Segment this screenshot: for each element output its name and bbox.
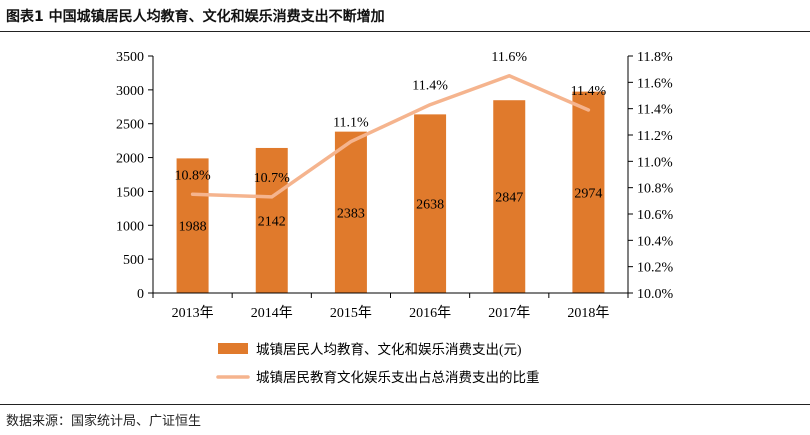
footer-divider bbox=[0, 404, 810, 405]
left-tick-label: 500 bbox=[123, 253, 144, 268]
legend-label-bar: 城镇居民人均教育、文化和娱乐消费支出(元) bbox=[256, 342, 522, 357]
right-tick-label: 11.2% bbox=[637, 129, 673, 144]
x-tick-label: 2014年 bbox=[251, 305, 293, 321]
data-source: 数据来源：国家统计局、广证恒生 bbox=[6, 414, 202, 429]
bar-value-label: 2974 bbox=[574, 186, 602, 201]
left-tick-label: 1500 bbox=[116, 185, 144, 200]
bar-value-label: 1988 bbox=[179, 220, 207, 235]
line-value-label: 11.6% bbox=[491, 50, 527, 65]
bar bbox=[414, 114, 447, 293]
line-value-label: 10.7% bbox=[254, 171, 291, 186]
right-tick-label: 10.8% bbox=[637, 182, 674, 197]
chart-title: 图表1 中国城镇居民人均教育、文化和娱乐消费支出不断增加 bbox=[6, 9, 385, 25]
x-axis: 2013年 2014年 2015年 2016年 2017年 2018年 bbox=[152, 292, 629, 321]
x-tick-label: 2015年 bbox=[330, 305, 372, 321]
bar-series: 1988 2142 2383 2638 2847 2974 bbox=[176, 91, 605, 294]
title-divider bbox=[0, 31, 810, 32]
left-tick-label: 2000 bbox=[116, 152, 144, 167]
right-tick-label: 11.4% bbox=[637, 103, 673, 118]
right-tick-label: 11.6% bbox=[637, 76, 673, 91]
right-tick-label: 10.2% bbox=[637, 261, 674, 276]
x-tick-label: 2017年 bbox=[488, 305, 530, 321]
left-tick-label: 3000 bbox=[116, 84, 144, 99]
line-value-label: 11.1% bbox=[333, 116, 369, 131]
right-y-axis: 10.0% 10.2% 10.4% 10.6% 10.8% 11.0% 11.2% 11.4%… bbox=[627, 50, 674, 302]
line-value-label: 11.4% bbox=[571, 84, 607, 99]
line-series: 10.8% 10.7% 11.1% 11.4% 11.6% 11.4% bbox=[174, 50, 607, 199]
line-path bbox=[190, 74, 591, 199]
legend: 城镇居民人均教育、文化和娱乐消费支出(元) 城镇居民教育文化娱乐支出占总消费支出… bbox=[216, 342, 540, 385]
right-tick-label: 11.0% bbox=[637, 155, 673, 170]
bar bbox=[255, 147, 288, 293]
left-tick-label: 2500 bbox=[116, 118, 144, 133]
left-tick-label: 0 bbox=[137, 287, 144, 302]
right-tick-label: 10.0% bbox=[637, 287, 674, 302]
legend-swatch-bar bbox=[218, 343, 248, 354]
line-value-label: 10.8% bbox=[174, 168, 211, 183]
x-tick-label: 2018年 bbox=[567, 305, 609, 321]
bar-value-label: 2847 bbox=[495, 191, 523, 206]
line-value-label: 11.4% bbox=[412, 79, 448, 94]
bar bbox=[493, 100, 526, 293]
bar bbox=[572, 91, 605, 294]
x-tick-label: 2013年 bbox=[172, 305, 214, 321]
left-tick-label: 3500 bbox=[116, 50, 144, 65]
left-tick-label: 1000 bbox=[116, 219, 144, 234]
bar-value-label: 2142 bbox=[258, 214, 286, 229]
right-tick-label: 10.6% bbox=[637, 208, 674, 223]
legend-label-line: 城镇居民教育文化娱乐支出占总消费支出的比重 bbox=[256, 370, 540, 385]
right-tick-label: 10.4% bbox=[637, 234, 674, 249]
x-tick-label: 2016年 bbox=[409, 305, 451, 321]
right-tick-label: 11.8% bbox=[637, 50, 673, 65]
bar bbox=[176, 158, 209, 293]
left-y-axis: 0 500 1000 1500 2000 2500 3000 3500 bbox=[116, 50, 154, 302]
bar bbox=[334, 131, 367, 293]
bar-value-label: 2638 bbox=[416, 198, 444, 213]
bar-value-label: 2383 bbox=[337, 206, 365, 221]
